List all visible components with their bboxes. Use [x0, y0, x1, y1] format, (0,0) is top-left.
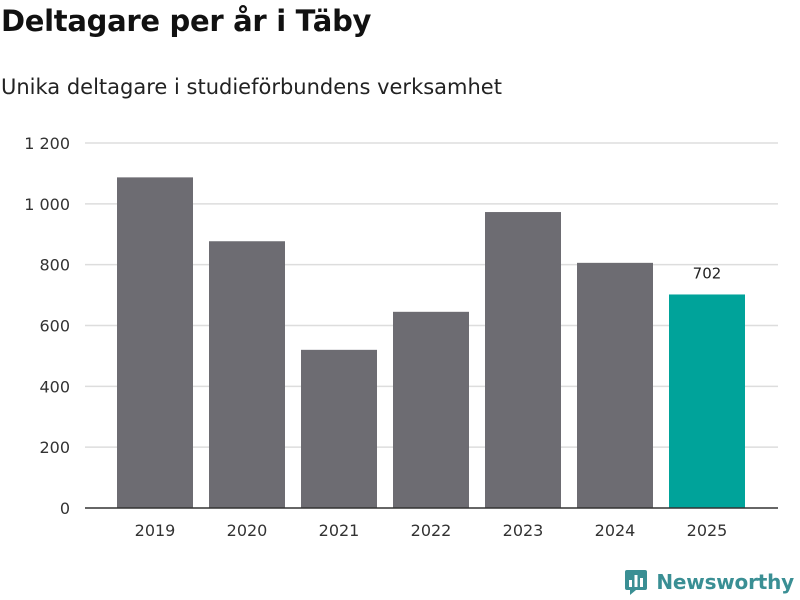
- x-tick-label: 2023: [503, 521, 544, 540]
- chart-subtitle: Unika deltagare i studieförbundens verks…: [1, 75, 502, 99]
- y-tick-label: 200: [39, 438, 70, 457]
- x-tick-label: 2024: [595, 521, 636, 540]
- y-tick-label: 800: [39, 256, 70, 275]
- brand-name: Newsworthy: [656, 570, 794, 594]
- x-tick-label: 2022: [411, 521, 452, 540]
- x-tick-label: 2019: [135, 521, 176, 540]
- x-tick-label: 2021: [319, 521, 360, 540]
- y-tick-label: 1 200: [24, 134, 70, 153]
- bar: [577, 262, 653, 508]
- y-tick-label: 400: [39, 377, 70, 396]
- x-tick-label: 2020: [227, 521, 268, 540]
- x-tick-label: 2025: [687, 521, 728, 540]
- bar: [209, 241, 285, 508]
- bar: [393, 311, 469, 508]
- bar: [669, 294, 745, 508]
- data-label: 702: [693, 264, 722, 282]
- y-tick-label: 1 000: [24, 195, 70, 214]
- y-tick-label: 0: [60, 499, 70, 518]
- chart-title: Deltagare per år i Täby: [1, 4, 372, 38]
- bar: [485, 212, 561, 508]
- bar: [301, 349, 377, 508]
- brand-logo: Newsworthy: [624, 569, 794, 595]
- newsworthy-logo-icon: [625, 570, 648, 595]
- y-tick-label: 600: [39, 317, 70, 336]
- bar: [117, 177, 193, 508]
